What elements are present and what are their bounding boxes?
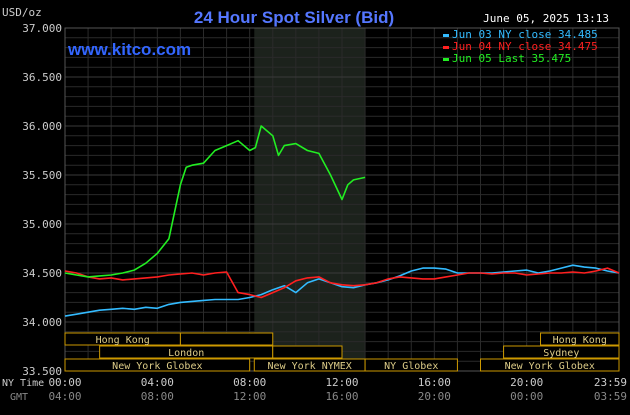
legend-swatch [443, 34, 449, 37]
x-tick-label-ny: 00:00 [48, 376, 81, 389]
x-tick-label-gmt: 08:00 [141, 390, 174, 403]
session-bar-label: Sydney [543, 348, 579, 359]
x-tick-label-ny: 16:00 [418, 376, 451, 389]
x-tick-label-ny: 23:59 [594, 376, 627, 389]
x-axis: NY TimeGMT00:0004:0004:0008:0008:0012:00… [2, 376, 627, 403]
session-bar [503, 345, 620, 359]
y-tick-label: 37.000 [22, 22, 62, 35]
legend-swatch [443, 46, 449, 49]
session-bar [540, 332, 620, 346]
legend-swatch [443, 58, 449, 61]
y-tick-label: 36.500 [22, 71, 62, 84]
session-bar [272, 345, 343, 359]
x-tick-label-gmt: 03:59 [594, 390, 627, 403]
x-tick-label-gmt: 12:00 [233, 390, 266, 403]
y-tick-label: 35.500 [22, 169, 62, 182]
x-tick-label-gmt: 16:00 [325, 390, 358, 403]
date-stamp: June 05, 2025 13:13 [483, 12, 609, 25]
series-lines [64, 125, 620, 317]
ny-time-row-label: NY Time [2, 378, 44, 389]
y-tick-label: 35.000 [22, 218, 62, 231]
y-tick-label: 33.500 [22, 365, 62, 378]
session-bar-label: New York Globex [112, 361, 202, 372]
legend-entry: Jun 04 NY close 34.475 [452, 40, 598, 53]
series-line-3 [64, 125, 366, 278]
legend-entry: Jun 03 NY close 34.485 [452, 28, 598, 41]
shaded-region [254, 28, 366, 371]
session-bar-label: Hong Kong [96, 335, 150, 346]
series-line-1 [64, 264, 620, 317]
y-tick-label: 34.500 [22, 267, 62, 280]
session-bar [179, 332, 274, 346]
y-tick-label: 34.000 [22, 316, 62, 329]
x-tick-label-ny: 04:00 [141, 376, 174, 389]
units-label: USD/oz [2, 6, 42, 19]
x-tick-label-ny: 20:00 [510, 376, 543, 389]
series-line-2 [64, 267, 620, 299]
session-bar [480, 358, 620, 372]
session-bars: Hong Kong London New York Globex New York N… [64, 332, 620, 372]
x-tick-label-gmt: 00:00 [510, 390, 543, 403]
session-bar-label: New York NYMEX [268, 361, 352, 372]
nymex-session-shading [254, 28, 366, 371]
session-bar-label: Hong Kong [553, 335, 607, 346]
session-bar-label: New York Globex [505, 361, 595, 372]
session-bar [364, 358, 458, 372]
x-tick-label-ny: 08:00 [233, 376, 266, 389]
y-axis: 37.000 36.500 36.000 35.500 35.000 34.500 34.0… [22, 22, 62, 378]
session-bar-label: NY Globex [384, 361, 438, 372]
x-tick-label-gmt: 04:00 [48, 390, 81, 403]
chart-title: 24 Hour Spot Silver (Bid) [194, 8, 394, 27]
session-bar [64, 358, 251, 372]
session-bar-label: London [168, 348, 204, 359]
x-tick-label-ny: 12:00 [325, 376, 358, 389]
grid [64, 27, 620, 372]
website-watermark: www.kitco.com [67, 40, 191, 59]
x-tick-label-gmt: 20:00 [418, 390, 451, 403]
legend-entry: Jun 05 Last 35.475 [452, 52, 571, 65]
y-tick-label: 36.000 [22, 120, 62, 133]
gmt-row-label: GMT [10, 392, 28, 403]
